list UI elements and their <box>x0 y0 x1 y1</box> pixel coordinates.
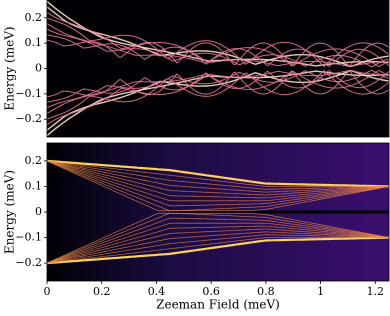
x-tick-label: 0.2 <box>93 285 111 298</box>
y-tick-label: −0.2 <box>15 112 42 125</box>
spectral-line <box>46 69 390 126</box>
spectral-line <box>46 212 390 264</box>
plot-area <box>47 0 389 137</box>
y-axis-label: Energy (meV) <box>3 170 17 254</box>
x-tick-label: 0.6 <box>202 285 220 298</box>
spectral-line <box>46 225 390 264</box>
y-tick-label: 0.1 <box>25 179 43 192</box>
spectral-line <box>46 17 390 68</box>
x-axis-label: Zeeman Field (meV) <box>156 298 280 312</box>
y-tick-label: 0 <box>35 62 42 75</box>
spectral-line <box>46 212 390 264</box>
spectral-line <box>46 6 390 68</box>
y-tick-label: −0.1 <box>15 231 42 244</box>
spectral-line <box>46 222 390 264</box>
spectral-line <box>46 217 390 264</box>
y-tick-label: −0.1 <box>15 87 42 100</box>
spectral-line <box>46 69 390 131</box>
spectral-line <box>46 69 390 120</box>
plot-frame <box>46 142 390 282</box>
spectral-line <box>46 160 390 196</box>
spectral-line <box>46 237 389 264</box>
spectral-line <box>46 70 390 103</box>
spectral-line <box>46 236 389 265</box>
spectral-line <box>46 160 390 202</box>
x-tick-label: 0.4 <box>148 285 166 298</box>
spectral-line <box>46 39 390 67</box>
spectral-line <box>46 159 389 188</box>
y-tick-label: 0.2 <box>25 11 43 24</box>
y-tick-label: −0.2 <box>15 256 42 269</box>
spectral-line <box>46 11 390 68</box>
spectral-line <box>46 160 390 212</box>
spectral-line <box>46 160 390 199</box>
x-tick-label: 1 <box>317 285 324 298</box>
y-axis-label: Energy (meV) <box>3 26 17 110</box>
spectral-line <box>46 34 390 67</box>
spectral-line <box>46 160 390 212</box>
spectral-line <box>46 234 390 264</box>
spectral-line <box>46 160 389 187</box>
spectral-line <box>46 228 390 264</box>
y-tick-label: 0.2 <box>25 154 43 167</box>
plot-frame <box>46 0 390 138</box>
x-tick-label: 0 <box>44 285 51 298</box>
x-tick-label: 1.2 <box>367 285 385 298</box>
y-tick-label: 0 <box>35 205 42 218</box>
x-tick-label: 0.8 <box>257 285 275 298</box>
spectral-line <box>46 160 390 193</box>
spectral-line <box>46 160 390 207</box>
spectral-line <box>46 231 390 264</box>
spectral-line <box>46 70 390 98</box>
y-tick-label: 0.1 <box>25 36 43 49</box>
spectral-line <box>46 160 390 190</box>
